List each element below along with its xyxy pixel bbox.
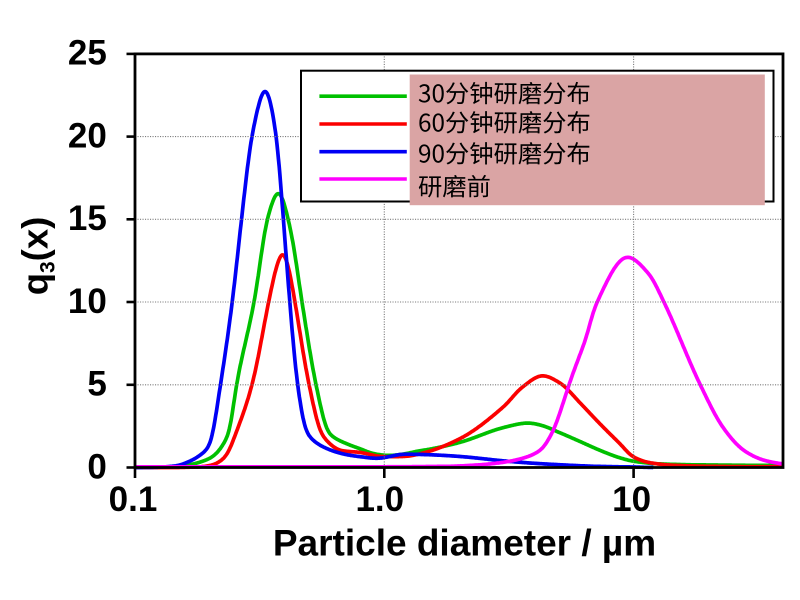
svg-text:15: 15 — [68, 199, 107, 238]
svg-text:q3(x): q3(x) — [15, 217, 60, 296]
svg-text:20: 20 — [68, 116, 107, 155]
svg-text:10: 10 — [68, 282, 107, 321]
svg-text:5: 5 — [87, 365, 106, 404]
svg-text:1.0: 1.0 — [355, 480, 404, 519]
svg-text:0: 0 — [87, 447, 106, 486]
svg-text:0.1: 0.1 — [109, 480, 158, 519]
svg-text:Particle diameter / µm: Particle diameter / µm — [273, 522, 656, 563]
svg-text:25: 25 — [68, 34, 107, 73]
svg-text:10: 10 — [612, 480, 651, 519]
